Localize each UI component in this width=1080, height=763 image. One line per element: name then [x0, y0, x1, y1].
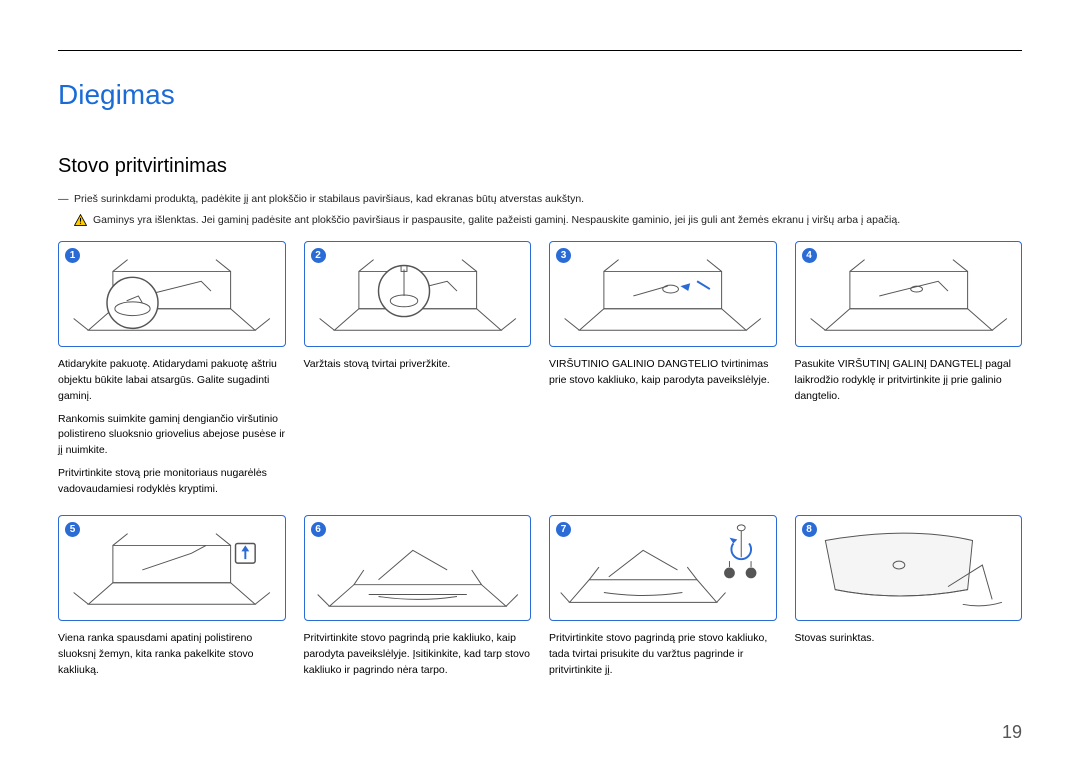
step-cell: 4 Pasukite VIRŠUTINĮ GALINĮ DANGTELĮ pag…: [795, 241, 1023, 497]
step-cell: 7: [549, 515, 777, 678]
step-caption: Pritvirtinkite stovo pagrindą prie kakli…: [304, 631, 532, 678]
step-illustration: 5: [58, 515, 286, 621]
step-illustration: 1: [58, 241, 286, 347]
step-cell: 2 Varžtais stov: [304, 241, 532, 497]
step-cell: 5 Viena ranka spausdami: [58, 515, 286, 678]
page-number: 19: [1002, 722, 1022, 743]
note-text: Prieš surinkdami produktą, padėkite jį a…: [74, 193, 584, 205]
step-illustration: 6: [304, 515, 532, 621]
step-caption: Varžtais stovą tvirtai priveržkite.: [304, 357, 532, 373]
step-caption: Pritvirtinkite stovo pagrindą prie stovo…: [549, 631, 777, 678]
step-caption: Pasukite VIRŠUTINĮ GALINĮ DANGTELĮ pagal…: [795, 357, 1023, 404]
step-illustration: 8: [795, 515, 1023, 621]
step-caption: VIRŠUTINIO GALINIO DANGTELIO tvirtinimas…: [549, 357, 777, 389]
step-caption: Stovas surinktas.: [795, 631, 1023, 647]
step-illustration: 3: [549, 241, 777, 347]
step-illustration: 7: [549, 515, 777, 621]
step-caption: Atidarykite pakuotę. Atidarydami pakuotę…: [58, 357, 286, 497]
step-cell: 8 Stovas surinktas.: [795, 515, 1023, 678]
section-subtitle: Stovo pritvirtinimas: [58, 155, 1022, 178]
note-line: ― Prieš surinkdami produktą, padėkite jį…: [58, 192, 1022, 207]
step-illustration: 4: [795, 241, 1023, 347]
caution-line: Gaminys yra išlenktas. Jei gaminį padėsi…: [58, 213, 1022, 228]
page-title: Diegimas: [58, 79, 1022, 111]
steps-grid: 1 Atidarykite pakuotę. Ati: [58, 241, 1022, 678]
caution-text: Gaminys yra išlenktas. Jei gaminį padėsi…: [93, 213, 900, 228]
step-cell: 6 Pritvirtinkite stovo pagrindą prie kak…: [304, 515, 532, 678]
step-illustration: 2: [304, 241, 532, 347]
step-cell: 3 VIRŠUTINIO GALINIO DANGTELIO tvirtinim…: [549, 241, 777, 497]
step-cell: 1 Atidarykite pakuotę. Ati: [58, 241, 286, 497]
warning-icon: [74, 214, 87, 226]
step-caption: Viena ranka spausdami apatinį polistiren…: [58, 631, 286, 678]
